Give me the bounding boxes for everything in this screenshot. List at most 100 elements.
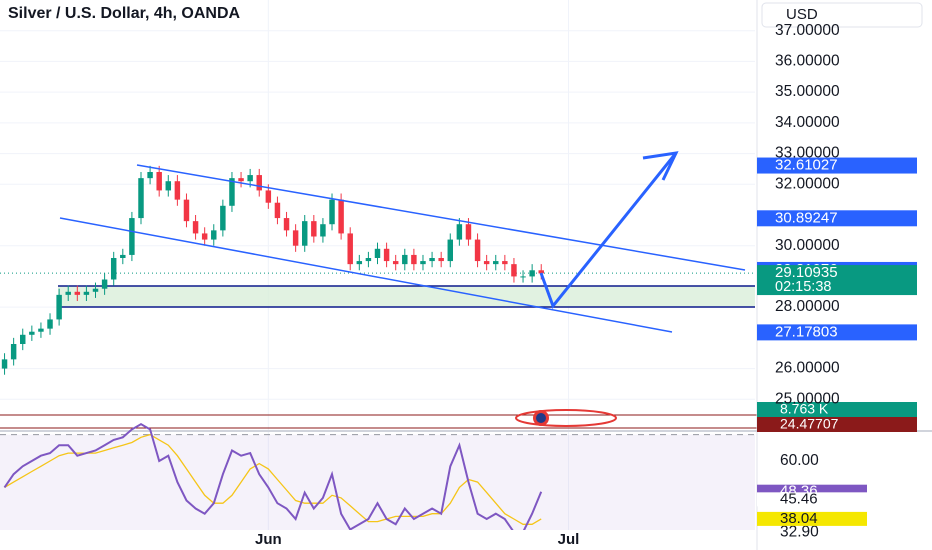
candle-body bbox=[129, 218, 135, 255]
y-tick-label: 35.00000 bbox=[775, 83, 840, 100]
candle-body bbox=[229, 178, 235, 206]
rsi-ma-line bbox=[4, 433, 542, 525]
candle-body bbox=[201, 233, 208, 240]
candles bbox=[1, 165, 544, 375]
candle-body bbox=[493, 261, 499, 265]
candle-body bbox=[247, 175, 253, 182]
candle-body bbox=[311, 221, 317, 237]
candle-body bbox=[447, 239, 453, 262]
candle-body bbox=[265, 190, 272, 203]
price-label-bg bbox=[757, 157, 917, 174]
price-label-bg bbox=[757, 324, 917, 341]
y-tick-label: 34.00000 bbox=[775, 114, 840, 131]
y-tick-label: 28.00000 bbox=[775, 298, 840, 315]
countdown: 02:15:38 bbox=[775, 279, 831, 295]
candle-body bbox=[402, 254, 408, 265]
arrow-head bbox=[642, 151, 679, 181]
volume-label-bg bbox=[757, 402, 917, 417]
volume-label: 8.763 K bbox=[780, 401, 829, 417]
candle-body bbox=[1, 359, 8, 369]
candle-body bbox=[211, 230, 217, 240]
candle-body bbox=[283, 218, 290, 231]
candle-body bbox=[110, 258, 117, 280]
candle-body bbox=[29, 331, 35, 335]
price-label: 27.17803 bbox=[775, 323, 838, 340]
x-tick-label: Jun bbox=[255, 531, 282, 548]
candle-body bbox=[10, 344, 17, 360]
candle-body bbox=[302, 221, 308, 246]
candle-body bbox=[156, 172, 162, 191]
candle-body bbox=[383, 248, 390, 262]
y-tick-label: 30.00000 bbox=[775, 237, 840, 254]
candle-body bbox=[147, 172, 153, 179]
candle-body bbox=[529, 270, 535, 277]
candle-body bbox=[192, 221, 199, 234]
y-tick-label: 26.00000 bbox=[775, 360, 840, 377]
candle-body bbox=[374, 248, 381, 258]
price-label: 32.61027 bbox=[775, 157, 838, 174]
candle-body bbox=[411, 254, 417, 265]
candle-body bbox=[465, 224, 472, 240]
candle-body bbox=[138, 178, 144, 219]
x-tick-label: Jul bbox=[558, 531, 580, 548]
candle-body bbox=[338, 199, 344, 234]
y-tick-label: 36.00000 bbox=[775, 53, 840, 70]
candle-body bbox=[38, 328, 44, 332]
candle-body bbox=[520, 276, 526, 278]
candle-body bbox=[474, 239, 481, 262]
candle-body bbox=[174, 181, 181, 200]
currency-button[interactable] bbox=[761, 2, 923, 28]
candle-body bbox=[74, 291, 81, 295]
candle-body bbox=[238, 178, 244, 182]
candle-body bbox=[502, 261, 508, 265]
candle-body bbox=[538, 270, 544, 274]
indicator-label: 24.47707 bbox=[780, 416, 839, 432]
candle-body bbox=[165, 181, 172, 191]
candle-body bbox=[92, 288, 99, 292]
rsi-label-bg bbox=[757, 511, 867, 526]
candle-body bbox=[392, 261, 399, 265]
fixed-labels: 8.763 K 24.47707 32.6102730.8924729.2107… bbox=[757, 157, 917, 432]
rsi-line bbox=[3, 422, 543, 534]
candle-body bbox=[65, 291, 71, 295]
candle-body bbox=[274, 202, 281, 219]
chart-title: Silver / U.S. Dollar, 4h, OANDA bbox=[8, 5, 241, 22]
candle-body bbox=[438, 258, 444, 262]
y-tick-label: 25.00000 bbox=[775, 390, 840, 407]
rsi-label: 38.04 bbox=[780, 510, 818, 527]
channel-bottom bbox=[59, 217, 673, 333]
currency[interactable]: USD bbox=[786, 6, 818, 23]
rsi-label: 45.46 bbox=[780, 490, 818, 507]
candle-body bbox=[20, 334, 26, 344]
candle-body bbox=[456, 224, 463, 240]
support-zone bbox=[58, 286, 755, 307]
candle-body bbox=[365, 258, 372, 262]
candle-body bbox=[420, 261, 426, 265]
time-axis bbox=[0, 530, 755, 550]
candle-body bbox=[47, 319, 53, 329]
event-flag bbox=[515, 409, 617, 427]
candle-body bbox=[220, 205, 226, 231]
projection-arrow bbox=[539, 152, 678, 310]
candle-body bbox=[511, 264, 517, 277]
y-tick-label: 37.00000 bbox=[775, 22, 840, 39]
price-label-bg bbox=[757, 265, 917, 296]
candle-body bbox=[56, 294, 62, 320]
candle-body bbox=[256, 175, 262, 191]
rsi-label-bg bbox=[757, 492, 867, 507]
rsi-tick-label: 60.00 bbox=[780, 452, 819, 469]
candle-body bbox=[347, 233, 353, 265]
candle-body bbox=[483, 261, 490, 265]
candle-body bbox=[292, 230, 299, 246]
candle-body bbox=[429, 258, 435, 262]
rsi-tick-label: 32.90 bbox=[780, 524, 819, 541]
channel-top bbox=[136, 164, 746, 271]
candle-body bbox=[183, 199, 190, 222]
price-label-bg bbox=[757, 210, 917, 227]
candle-body bbox=[320, 224, 326, 237]
candle-body bbox=[101, 279, 108, 289]
candle-body bbox=[83, 291, 90, 295]
rsi-band bbox=[0, 434, 755, 541]
candle-body bbox=[329, 199, 335, 225]
